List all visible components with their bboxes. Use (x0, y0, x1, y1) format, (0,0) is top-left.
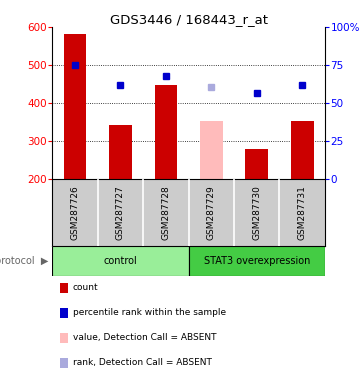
Bar (109, 125, 132, 179)
Text: rank, Detection Call = ABSENT: rank, Detection Call = ABSENT (73, 358, 212, 367)
Text: control: control (104, 256, 137, 266)
Text: GSM287728: GSM287728 (161, 185, 170, 240)
Text: protocol  ▶: protocol ▶ (0, 256, 49, 266)
Text: count: count (73, 283, 99, 293)
Text: STAT3 overexpression: STAT3 overexpression (204, 256, 310, 266)
Text: GSM287729: GSM287729 (207, 185, 216, 240)
Text: percentile rank within the sample: percentile rank within the sample (73, 308, 226, 318)
Text: GSM287731: GSM287731 (298, 185, 307, 240)
Text: GSM287727: GSM287727 (116, 185, 125, 240)
Text: GSM287730: GSM287730 (252, 185, 261, 240)
Bar (64, 35, 86, 179)
Bar (291, 121, 314, 179)
Bar (155, 85, 177, 179)
Text: GSM287726: GSM287726 (70, 185, 79, 240)
Bar (52, 246, 189, 276)
Title: GDS3446 / 168443_r_at: GDS3446 / 168443_r_at (110, 13, 268, 26)
Bar (200, 121, 223, 179)
Bar (189, 246, 325, 276)
Bar (245, 149, 268, 179)
Text: value, Detection Call = ABSENT: value, Detection Call = ABSENT (73, 333, 217, 343)
